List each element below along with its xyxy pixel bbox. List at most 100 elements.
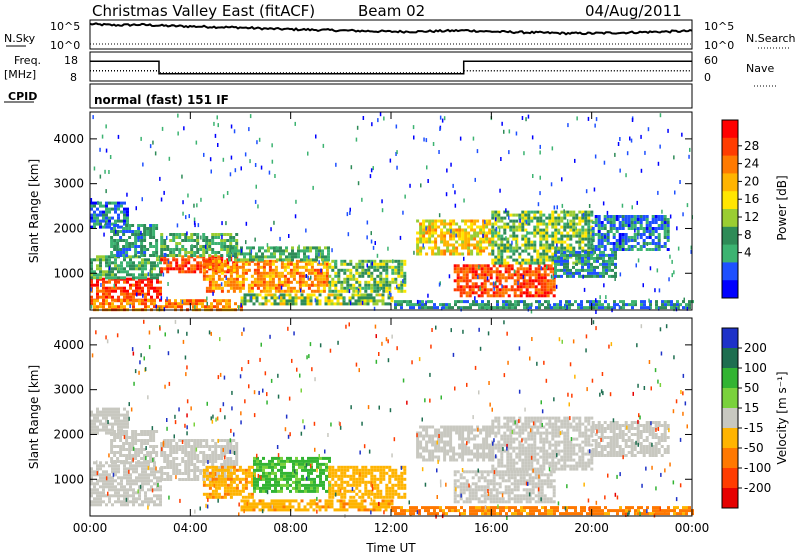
range-cell [673, 303, 676, 307]
range-cell [608, 274, 611, 278]
range-cell [96, 222, 99, 226]
range-cell [110, 227, 114, 230]
range-cell [352, 465, 356, 469]
range-cell [229, 474, 233, 478]
noise-cell [99, 174, 102, 179]
noise-cell [566, 219, 569, 224]
range-cell [147, 479, 150, 483]
range-cell [310, 262, 314, 266]
range-cell [175, 457, 179, 460]
range-cell [140, 451, 144, 454]
range-cell [202, 277, 206, 281]
range-cell [214, 286, 218, 290]
range-cell [102, 299, 105, 303]
range-cell [126, 216, 129, 220]
noise-cell [527, 114, 530, 119]
range-cell [120, 276, 123, 280]
noise-cell [361, 197, 363, 202]
range-cell [156, 476, 159, 480]
range-cell [578, 237, 582, 241]
range-cell [105, 410, 108, 414]
noise-cell [240, 166, 242, 171]
range-cell [90, 270, 93, 274]
range-cell [274, 456, 277, 460]
range-cell [651, 239, 655, 242]
range-cell [267, 293, 271, 297]
range-cell [208, 242, 212, 245]
range-cell [137, 230, 141, 233]
range-cell [169, 451, 173, 454]
range-cell [108, 305, 111, 309]
noise-cell [668, 277, 670, 282]
range-cell [551, 234, 555, 238]
noise-cell [238, 305, 240, 310]
range-cell [666, 236, 670, 239]
range-cell [639, 218, 643, 221]
range-cell [543, 279, 547, 283]
range-cell [473, 234, 477, 238]
range-cell [196, 264, 200, 268]
range-cell [536, 216, 540, 220]
range-cell [464, 243, 468, 247]
range-cell [363, 299, 367, 303]
range-cell [105, 280, 108, 284]
range-cell [223, 274, 227, 278]
range-cell [538, 303, 541, 307]
range-cell [455, 222, 459, 226]
range-cell [93, 497, 96, 501]
range-cell [587, 222, 591, 226]
range-cell [120, 267, 123, 271]
range-cell [235, 483, 239, 487]
range-cell [493, 306, 496, 310]
range-cell [217, 283, 221, 287]
range-cell [135, 267, 138, 271]
range-cell [544, 306, 547, 310]
range-cell [343, 486, 347, 490]
range-cell [202, 439, 206, 442]
range-cell [102, 500, 105, 504]
range-cell [93, 222, 96, 226]
range-cell [123, 210, 126, 214]
noise-cell [674, 190, 676, 195]
range-cell [325, 277, 329, 281]
range-cell [96, 207, 99, 211]
range-cell [114, 204, 117, 208]
range-cell [132, 305, 135, 309]
range-cell [590, 274, 593, 278]
range-cell [208, 454, 212, 457]
range-cell [243, 258, 246, 262]
range-cell [506, 213, 510, 217]
range-cell [108, 255, 111, 259]
range-cell [135, 476, 138, 480]
range-cell [111, 273, 114, 277]
range-cell [137, 451, 141, 454]
range-cell [247, 480, 251, 484]
range-cell [594, 218, 598, 221]
range-cell [156, 470, 159, 474]
range-cell [217, 466, 221, 469]
range-cell [536, 249, 540, 253]
range-cell [187, 454, 191, 457]
range-cell [234, 258, 237, 262]
range-cell [346, 480, 350, 484]
range-cell [241, 483, 245, 487]
range-cell [169, 233, 173, 236]
range-cell [169, 478, 173, 481]
range-cell [172, 439, 176, 442]
noise-cell [193, 203, 195, 208]
range-cell [391, 277, 395, 281]
range-cell [612, 227, 616, 230]
range-cell [238, 289, 242, 293]
range-cell [146, 230, 150, 233]
range-cell [419, 237, 423, 241]
range-cell [249, 258, 252, 262]
range-cell [304, 468, 307, 472]
range-cell [453, 267, 457, 271]
noise-cell [166, 296, 168, 301]
range-cell [105, 419, 108, 423]
range-cell [292, 474, 295, 478]
range-cell [618, 242, 622, 245]
range-cell [120, 289, 123, 293]
range-cell [445, 303, 448, 307]
range-cell [202, 460, 206, 463]
